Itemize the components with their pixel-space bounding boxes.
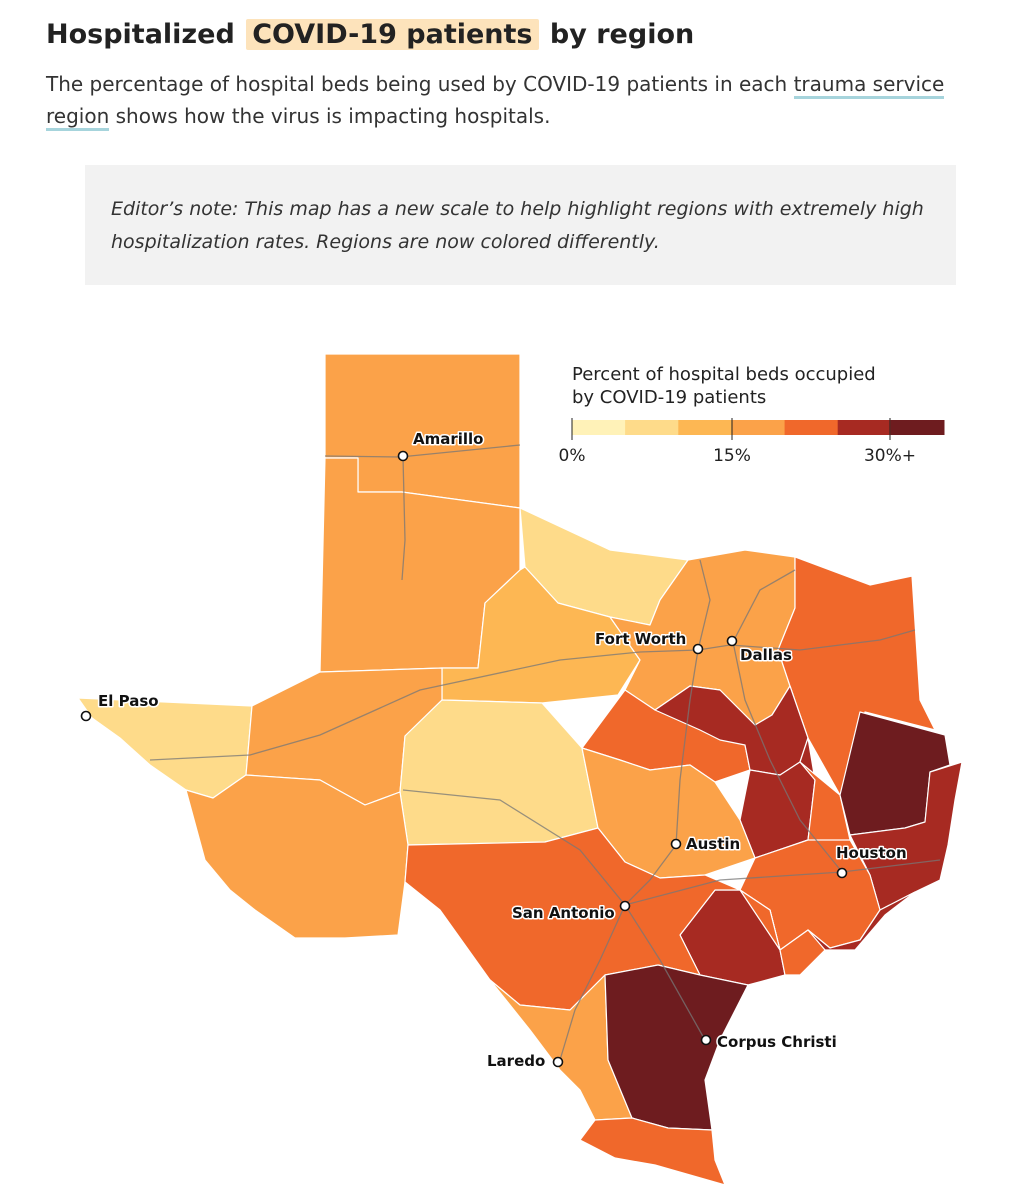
description-text-start: The percentage of hospital beds being us… (46, 72, 788, 96)
map-regions (77, 353, 963, 1186)
legend-swatch-4 (731, 420, 785, 435)
legend-swatch-5 (784, 420, 839, 435)
dallas-marker (726, 635, 738, 647)
legend-label-15: 15% (713, 446, 751, 466)
corpus-christi-label: Corpus Christi (717, 1033, 837, 1051)
fort-worth-label: Fort Worth (595, 630, 686, 648)
legend-title-line-1: Percent of hospital beds occupied (572, 364, 876, 385)
houston-marker (836, 867, 848, 879)
city-markers: Amarillo El Paso Fort Worth Dallas Austi… (80, 429, 908, 1072)
fort-worth-marker (692, 643, 704, 655)
title-highlight: COVID-19 patients (246, 19, 539, 50)
city-laredo[interactable]: Laredo (486, 1051, 564, 1072)
legend-swatch-7 (890, 420, 945, 435)
legend-swatch-6 (837, 420, 892, 435)
city-amarillo[interactable]: Amarillo (397, 429, 485, 462)
region-el-paso[interactable] (77, 697, 253, 799)
laredo-marker (552, 1056, 564, 1068)
austin-marker (670, 838, 682, 850)
san-antonio-label: San Antonio (512, 904, 615, 922)
dallas-label: Dallas (740, 646, 792, 664)
editors-note-line-1: Editor’s note: This map has a new scale … (111, 198, 924, 220)
region-coastal-bend[interactable] (604, 964, 749, 1131)
title-after: by region (549, 19, 695, 50)
legend-title-line-2: by COVID-19 patients (572, 387, 766, 408)
region-san-angelo[interactable] (399, 699, 599, 846)
editors-note-line-2: hospitalization rates. Regions are now c… (111, 231, 660, 253)
page-title: Hospitalized COVID-19 patients by region (46, 16, 694, 54)
city-el-paso[interactable]: El Paso (80, 691, 160, 722)
region-abilene[interactable] (441, 566, 641, 704)
city-austin[interactable]: Austin (670, 834, 742, 855)
region-lower-rio-grande[interactable] (579, 1117, 726, 1186)
legend-swatches (572, 420, 945, 435)
city-san-antonio[interactable]: San Antonio (511, 900, 631, 924)
legend-label-0: 0% (559, 446, 586, 466)
amarillo-label: Amarillo (413, 430, 484, 448)
houston-label: Houston (836, 844, 907, 862)
trauma-service-region-link[interactable]: trauma service region (46, 72, 945, 131)
city-dallas[interactable]: Dallas (726, 635, 793, 666)
amarillo-marker (397, 450, 409, 462)
legend: Percent of hospital beds occupied by COV… (559, 364, 945, 466)
san-antonio-marker (619, 900, 631, 912)
city-fort-worth[interactable]: Fort Worth (594, 629, 704, 655)
title-before: Hospitalized (46, 19, 235, 50)
city-corpus-christi[interactable]: Corpus Christi (700, 1032, 838, 1053)
austin-label: Austin (686, 835, 740, 853)
region-matagorda[interactable] (739, 889, 826, 976)
editors-note: Editor’s note: This map has a new scale … (85, 165, 956, 285)
legend-swatch-2 (625, 420, 679, 435)
city-houston[interactable]: Houston (835, 843, 908, 879)
legend-swatch-1 (572, 420, 626, 435)
el-paso-marker (80, 710, 92, 722)
el-paso-label: El Paso (98, 692, 159, 710)
corpus-christi-marker (700, 1034, 712, 1046)
laredo-label: Laredo (487, 1052, 545, 1070)
description: The percentage of hospital beds being us… (46, 68, 966, 132)
legend-label-30: 30%+ (864, 446, 916, 466)
description-text-end: shows how the virus is impacting hospita… (115, 104, 551, 128)
legend-swatch-3 (678, 420, 732, 435)
